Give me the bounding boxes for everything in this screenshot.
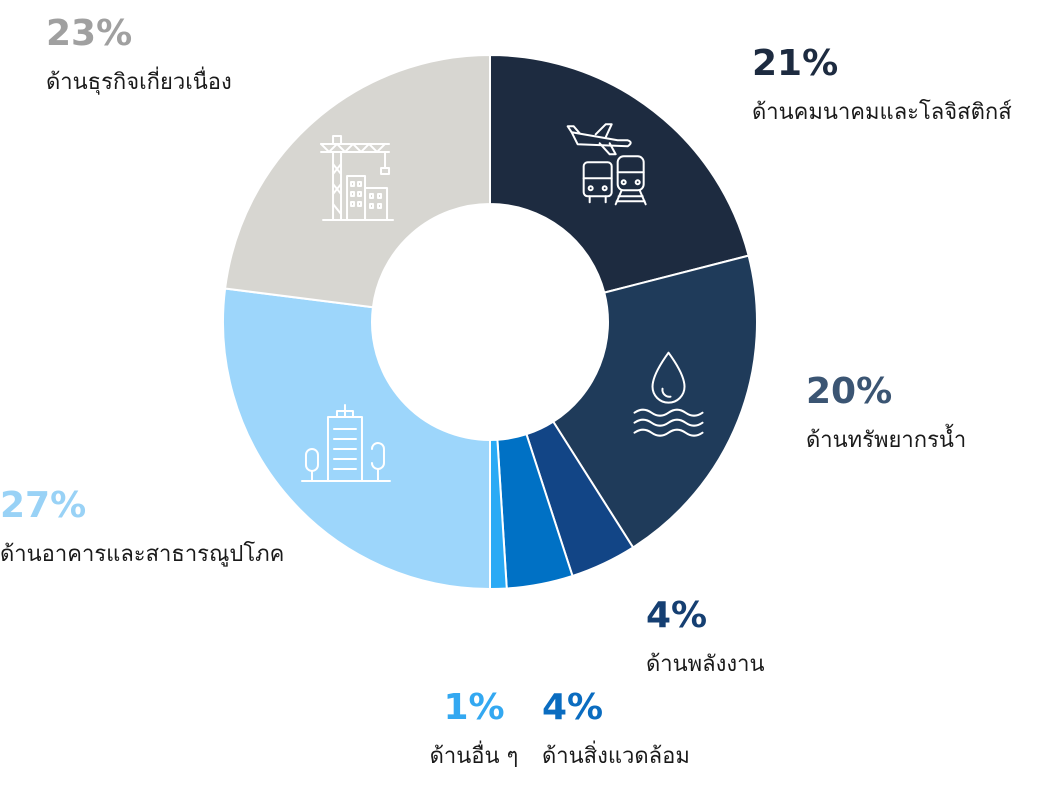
- building-icon: [300, 403, 391, 482]
- pct-business: 23%: [46, 13, 133, 54]
- cat-other: ด้านอื่น ๆ: [429, 744, 519, 769]
- pct-other: 1%: [443, 687, 505, 728]
- pct-environment: 4%: [542, 687, 604, 728]
- pct-water: 20%: [806, 371, 893, 412]
- cat-water: ด้านทรัพยากรน้ำ: [806, 428, 967, 453]
- slice-water: [551, 254, 759, 549]
- label-business: 23% ด้านธุรกิจเกี่ยวเนื่อง: [46, 12, 232, 98]
- transport-icon: [566, 123, 647, 206]
- label-other: 1% ด้านอื่น ๆ: [404, 686, 544, 772]
- label-transport: 21% ด้านคมนาคมและโลจิสติกส์: [752, 42, 1012, 128]
- construction-crane-icon: [320, 134, 395, 221]
- label-building: 27% ด้านอาคารและสาธารณูปโภค: [0, 484, 284, 570]
- label-environment: 4% ด้านสิ่งแวดล้อม: [542, 686, 690, 772]
- water-drop-icon: [633, 351, 704, 437]
- cat-business: ด้านธุรกิจเกี่ยวเนื่อง: [46, 70, 232, 95]
- cat-building: ด้านอาคารและสาธารณูปโภค: [0, 542, 285, 567]
- cat-transport: ด้านคมนาคมและโลจิสติกส์: [752, 100, 1012, 125]
- label-water: 20% ด้านทรัพยากรน้ำ: [806, 370, 966, 456]
- cat-environment: ด้านสิ่งแวดล้อม: [542, 744, 690, 769]
- pct-energy: 4%: [646, 595, 708, 636]
- cat-energy: ด้านพลังงาน: [646, 652, 765, 677]
- slice-transport: [489, 53, 750, 294]
- label-energy: 4% ด้านพลังงาน: [646, 594, 765, 680]
- pct-transport: 21%: [752, 43, 839, 84]
- pct-building: 27%: [0, 485, 87, 526]
